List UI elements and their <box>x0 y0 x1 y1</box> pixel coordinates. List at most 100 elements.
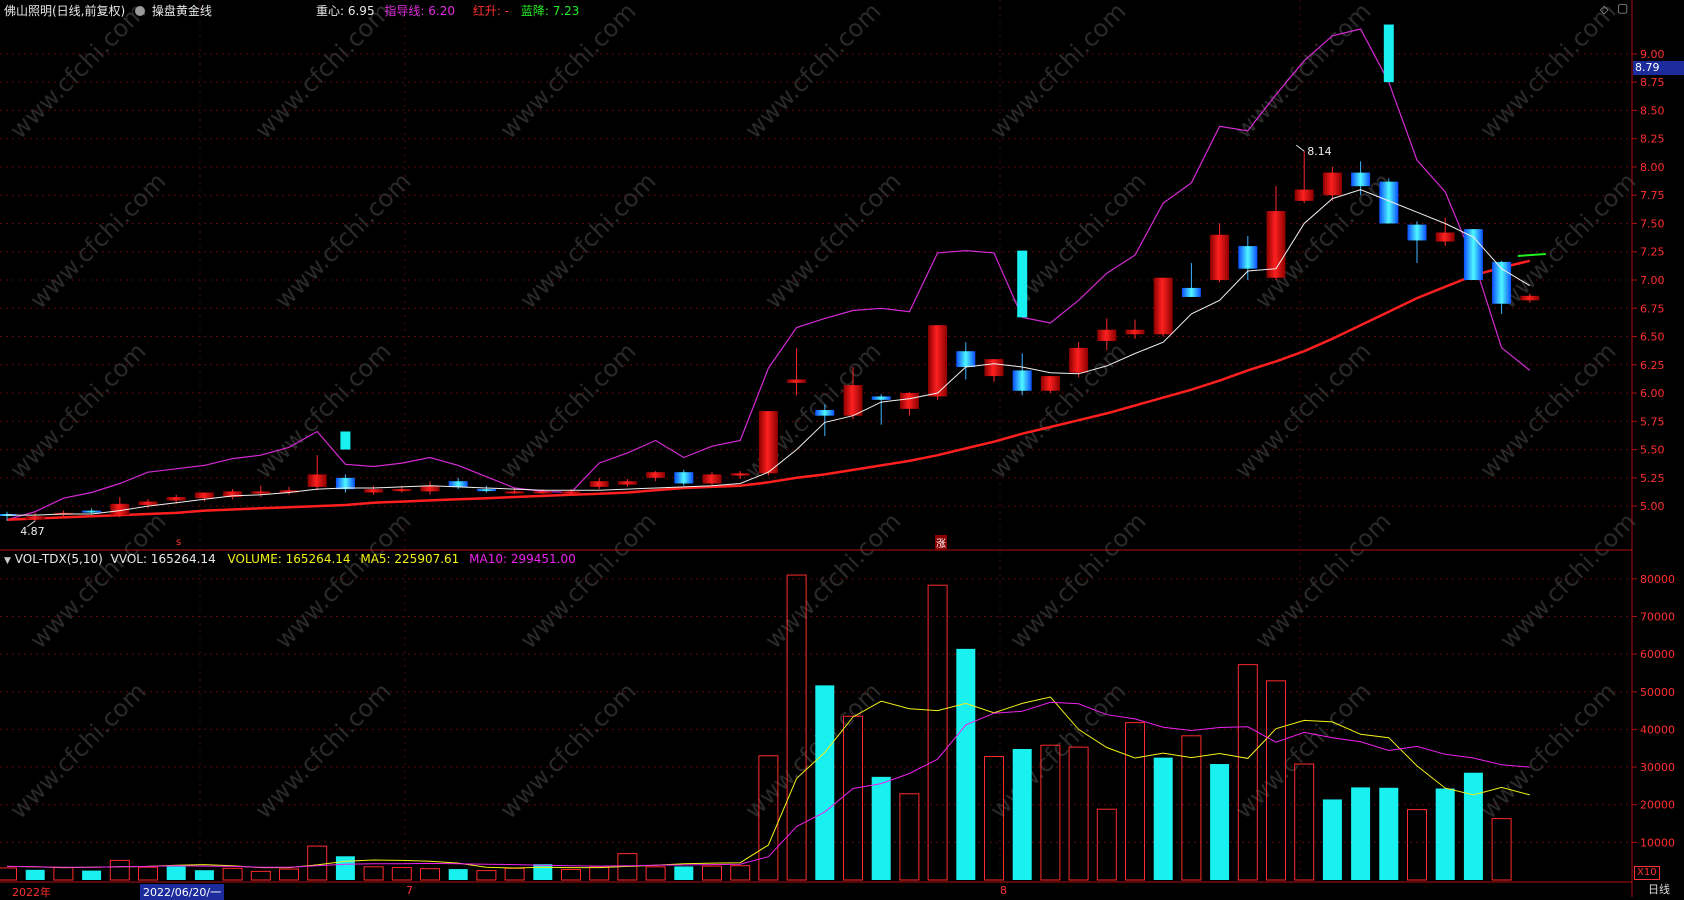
zhidao-label: 指导线: <box>384 4 429 18</box>
volume-bar <box>250 870 271 881</box>
price-tick-label: 6.00 <box>1640 387 1665 400</box>
volume-tick-label: 70000 <box>1640 610 1675 623</box>
candle-body <box>364 489 384 493</box>
volume-bar <box>1210 764 1230 880</box>
watermark-text: www.cfchi.com <box>759 167 906 314</box>
price-tick-label: 8.50 <box>1640 104 1665 117</box>
candle-body <box>82 510 102 513</box>
volume-bar <box>109 859 130 881</box>
zhongxin-value: 6.95 <box>347 4 375 18</box>
volume-bar <box>1491 818 1512 881</box>
volume-bar <box>984 756 1004 881</box>
candle-body <box>223 491 243 498</box>
indicator-name[interactable]: 操盘黄金线 <box>151 4 212 18</box>
watermark-text: www.cfchi.com <box>269 507 416 654</box>
volume-bar <box>1181 735 1202 881</box>
x-label-date: 2022/06/20/一 <box>140 884 225 900</box>
candle-body <box>251 491 271 494</box>
volume-bar <box>138 866 158 881</box>
watermark-text: www.cfchi.com <box>514 507 661 654</box>
volume-bar <box>1407 809 1427 881</box>
volume-bar <box>843 715 863 881</box>
current-price-tag: 8.79 <box>1633 61 1684 75</box>
volume-bar <box>561 868 581 881</box>
volume-bar <box>1351 787 1371 880</box>
watermark-text: www.cfchi.com <box>24 167 171 314</box>
volume-bar <box>1096 808 1117 881</box>
volume-tick-label: 10000 <box>1640 836 1675 849</box>
candle-body <box>1379 181 1399 224</box>
volume-value: VOLUME: 165264.14 <box>227 552 351 566</box>
watermark-text: www.cfchi.com <box>759 507 906 654</box>
candle-body <box>1520 295 1540 301</box>
annotation-label: 4.87 <box>20 525 45 538</box>
price-tick-label: 5.25 <box>1640 472 1665 485</box>
volume-bar <box>194 870 214 880</box>
volume-bar <box>1294 763 1315 881</box>
tab-daily[interactable]: 日线 <box>1648 883 1670 896</box>
candle-body <box>110 503 130 516</box>
volume-bar <box>1068 746 1089 881</box>
volume-bar <box>0 867 17 881</box>
watermark-text: www.cfchi.com <box>1474 677 1621 824</box>
x-label-month-7: 7 <box>406 884 413 897</box>
ma5-value: MA5: 225907.61 <box>360 552 460 566</box>
price-tick-label: 7.00 <box>1640 274 1665 287</box>
watermark-text: www.cfchi.com <box>269 167 416 314</box>
maximize-icon[interactable]: ▢ <box>1617 1 1629 15</box>
candle-body <box>674 472 694 484</box>
marker-zhang: 涨 <box>935 535 947 550</box>
candle-body <box>1125 329 1145 335</box>
candle-body <box>617 481 637 485</box>
ma10-value: MA10: 299451.00 <box>469 552 576 566</box>
candle-body <box>476 489 496 492</box>
volume-bar <box>1125 722 1145 881</box>
volume-bar <box>82 870 102 880</box>
watermark-text: www.cfchi.com <box>24 507 171 654</box>
green-mark <box>1517 253 1546 257</box>
watermark-text: www.cfchi.com <box>4 337 151 484</box>
watermark-text: www.cfchi.com <box>4 0 151 144</box>
x-label-month-8: 8 <box>1000 884 1007 897</box>
volume-tick-label: 50000 <box>1640 686 1675 699</box>
hongsheng-value: - <box>504 4 510 18</box>
watermark-text: www.cfchi.com <box>494 337 641 484</box>
price-tick-label: 8.75 <box>1640 76 1665 89</box>
watermark-text: www.cfchi.com <box>514 167 661 314</box>
indicator-circle-icon[interactable] <box>135 6 146 16</box>
candle-body <box>1012 370 1032 391</box>
volume-bar <box>391 867 412 881</box>
annotation-pointer <box>1295 144 1305 152</box>
watermark-text: www.cfchi.com <box>1229 0 1376 144</box>
watermark-text: www.cfchi.com <box>1229 337 1376 484</box>
volume-bar <box>1463 772 1483 880</box>
candle-body <box>505 491 525 494</box>
candle-body <box>646 472 666 478</box>
volume-panel <box>0 574 1530 881</box>
vol-indicator-name[interactable]: VOL-TDX(5,10) <box>14 552 103 566</box>
candle-body <box>1069 347 1089 373</box>
volume-bar <box>758 755 779 881</box>
watermark-text: www.cfchi.com <box>494 0 641 144</box>
vvol-value: VVOL: 165264.14 <box>110 552 216 566</box>
diamond-icon[interactable]: ◇ <box>1600 3 1609 16</box>
price-tick-label: 5.50 <box>1640 444 1665 457</box>
candle-body <box>561 491 581 494</box>
candle-body <box>279 490 299 493</box>
volume-tick-label: 80000 <box>1640 573 1675 586</box>
volume-bar <box>222 867 243 881</box>
candle-body <box>787 379 807 383</box>
watermark-text: www.cfchi.com <box>739 677 886 824</box>
candle-body <box>1210 234 1230 280</box>
candle-body <box>25 516 45 520</box>
watermark-text: www.cfchi.com <box>249 0 396 144</box>
price-tick-label: 9.00 <box>1640 48 1665 61</box>
volume-scale-badge: X10 <box>1634 866 1660 880</box>
volume-bar <box>786 574 807 881</box>
annotation-label: 8.14 <box>1307 145 1332 158</box>
vol-collapse-icon[interactable]: ▼ <box>4 556 11 566</box>
watermark-text: www.cfchi.com <box>249 337 396 484</box>
watermark-text: www.cfchi.com <box>4 677 151 824</box>
tick-labels: 5.00 5.25 5.50 5.75 6.00 6.25 6.50 6.75 7.00 7.25… <box>1640 48 1675 849</box>
price-tick-label: 8.00 <box>1640 161 1665 174</box>
